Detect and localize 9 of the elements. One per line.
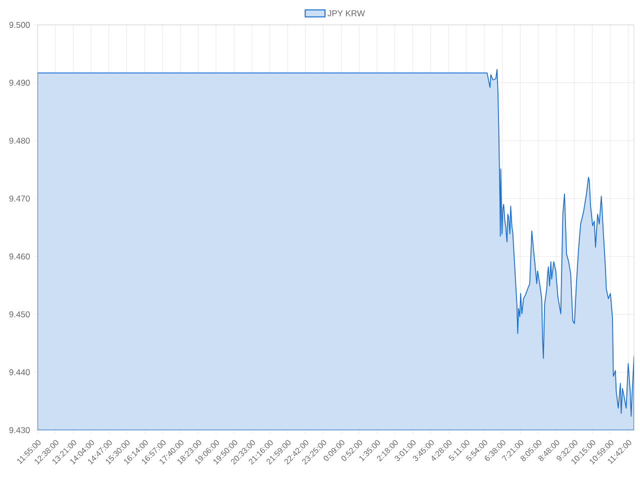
y-tick-label: 9.440 [9, 369, 30, 376]
y-tick-label: 9.500 [9, 22, 30, 28]
legend-label: JPY KRW [328, 10, 365, 16]
y-tick-label: 9.490 [9, 80, 30, 86]
y-tick-label: 9.430 [9, 427, 30, 434]
y-tick-label: 9.450 [9, 311, 30, 318]
y-tick-label: 9.480 [9, 138, 30, 144]
y-tick-label: 9.460 [9, 254, 30, 260]
y-tick-label: 9.470 [9, 196, 30, 202]
